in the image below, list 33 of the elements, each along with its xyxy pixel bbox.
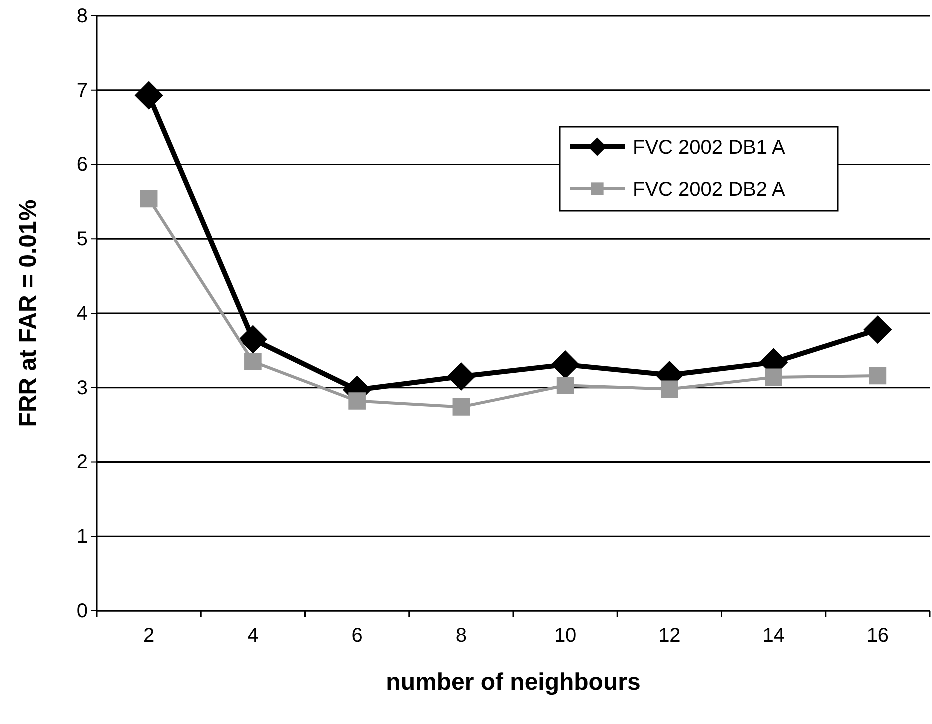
x-tick-label: 8 xyxy=(456,625,467,647)
point xyxy=(447,362,476,391)
x-tick-label: 6 xyxy=(352,625,363,647)
x-tick-label: 16 xyxy=(866,625,890,647)
legend-label: FVC 2002 DB1 A xyxy=(633,137,786,159)
point xyxy=(556,376,574,394)
point xyxy=(238,325,268,354)
y-tick-label: 7 xyxy=(76,80,88,102)
y-tick-label: 2 xyxy=(76,452,88,474)
point xyxy=(765,368,782,386)
point xyxy=(348,392,366,410)
y-tick-label: 6 xyxy=(76,154,88,176)
y-tick-label: 5 xyxy=(76,228,88,251)
y-tick-label: 3 xyxy=(76,377,88,400)
x-tick-label: 10 xyxy=(554,625,577,647)
x-tick-label: 14 xyxy=(762,625,785,647)
point xyxy=(134,81,164,110)
x-axis-title: number of neighbours xyxy=(386,669,641,696)
y-tick-label: 0 xyxy=(76,600,88,622)
point xyxy=(661,380,678,398)
point xyxy=(869,367,887,385)
x-tick-label: 4 xyxy=(248,625,259,647)
x-tick-label: 2 xyxy=(144,625,155,647)
point xyxy=(140,190,158,208)
point xyxy=(452,398,470,416)
point xyxy=(864,316,892,344)
y-tick-label: 4 xyxy=(76,302,88,325)
y-tick-label: 1 xyxy=(76,526,88,548)
y-axis-title: FRR at FAR = 0.01% xyxy=(15,200,42,428)
legend-label: FVC 2002 DB2 A xyxy=(633,179,786,201)
point xyxy=(244,353,262,371)
x-tick-label: 12 xyxy=(658,625,681,647)
y-tick-label: 8 xyxy=(76,5,88,28)
